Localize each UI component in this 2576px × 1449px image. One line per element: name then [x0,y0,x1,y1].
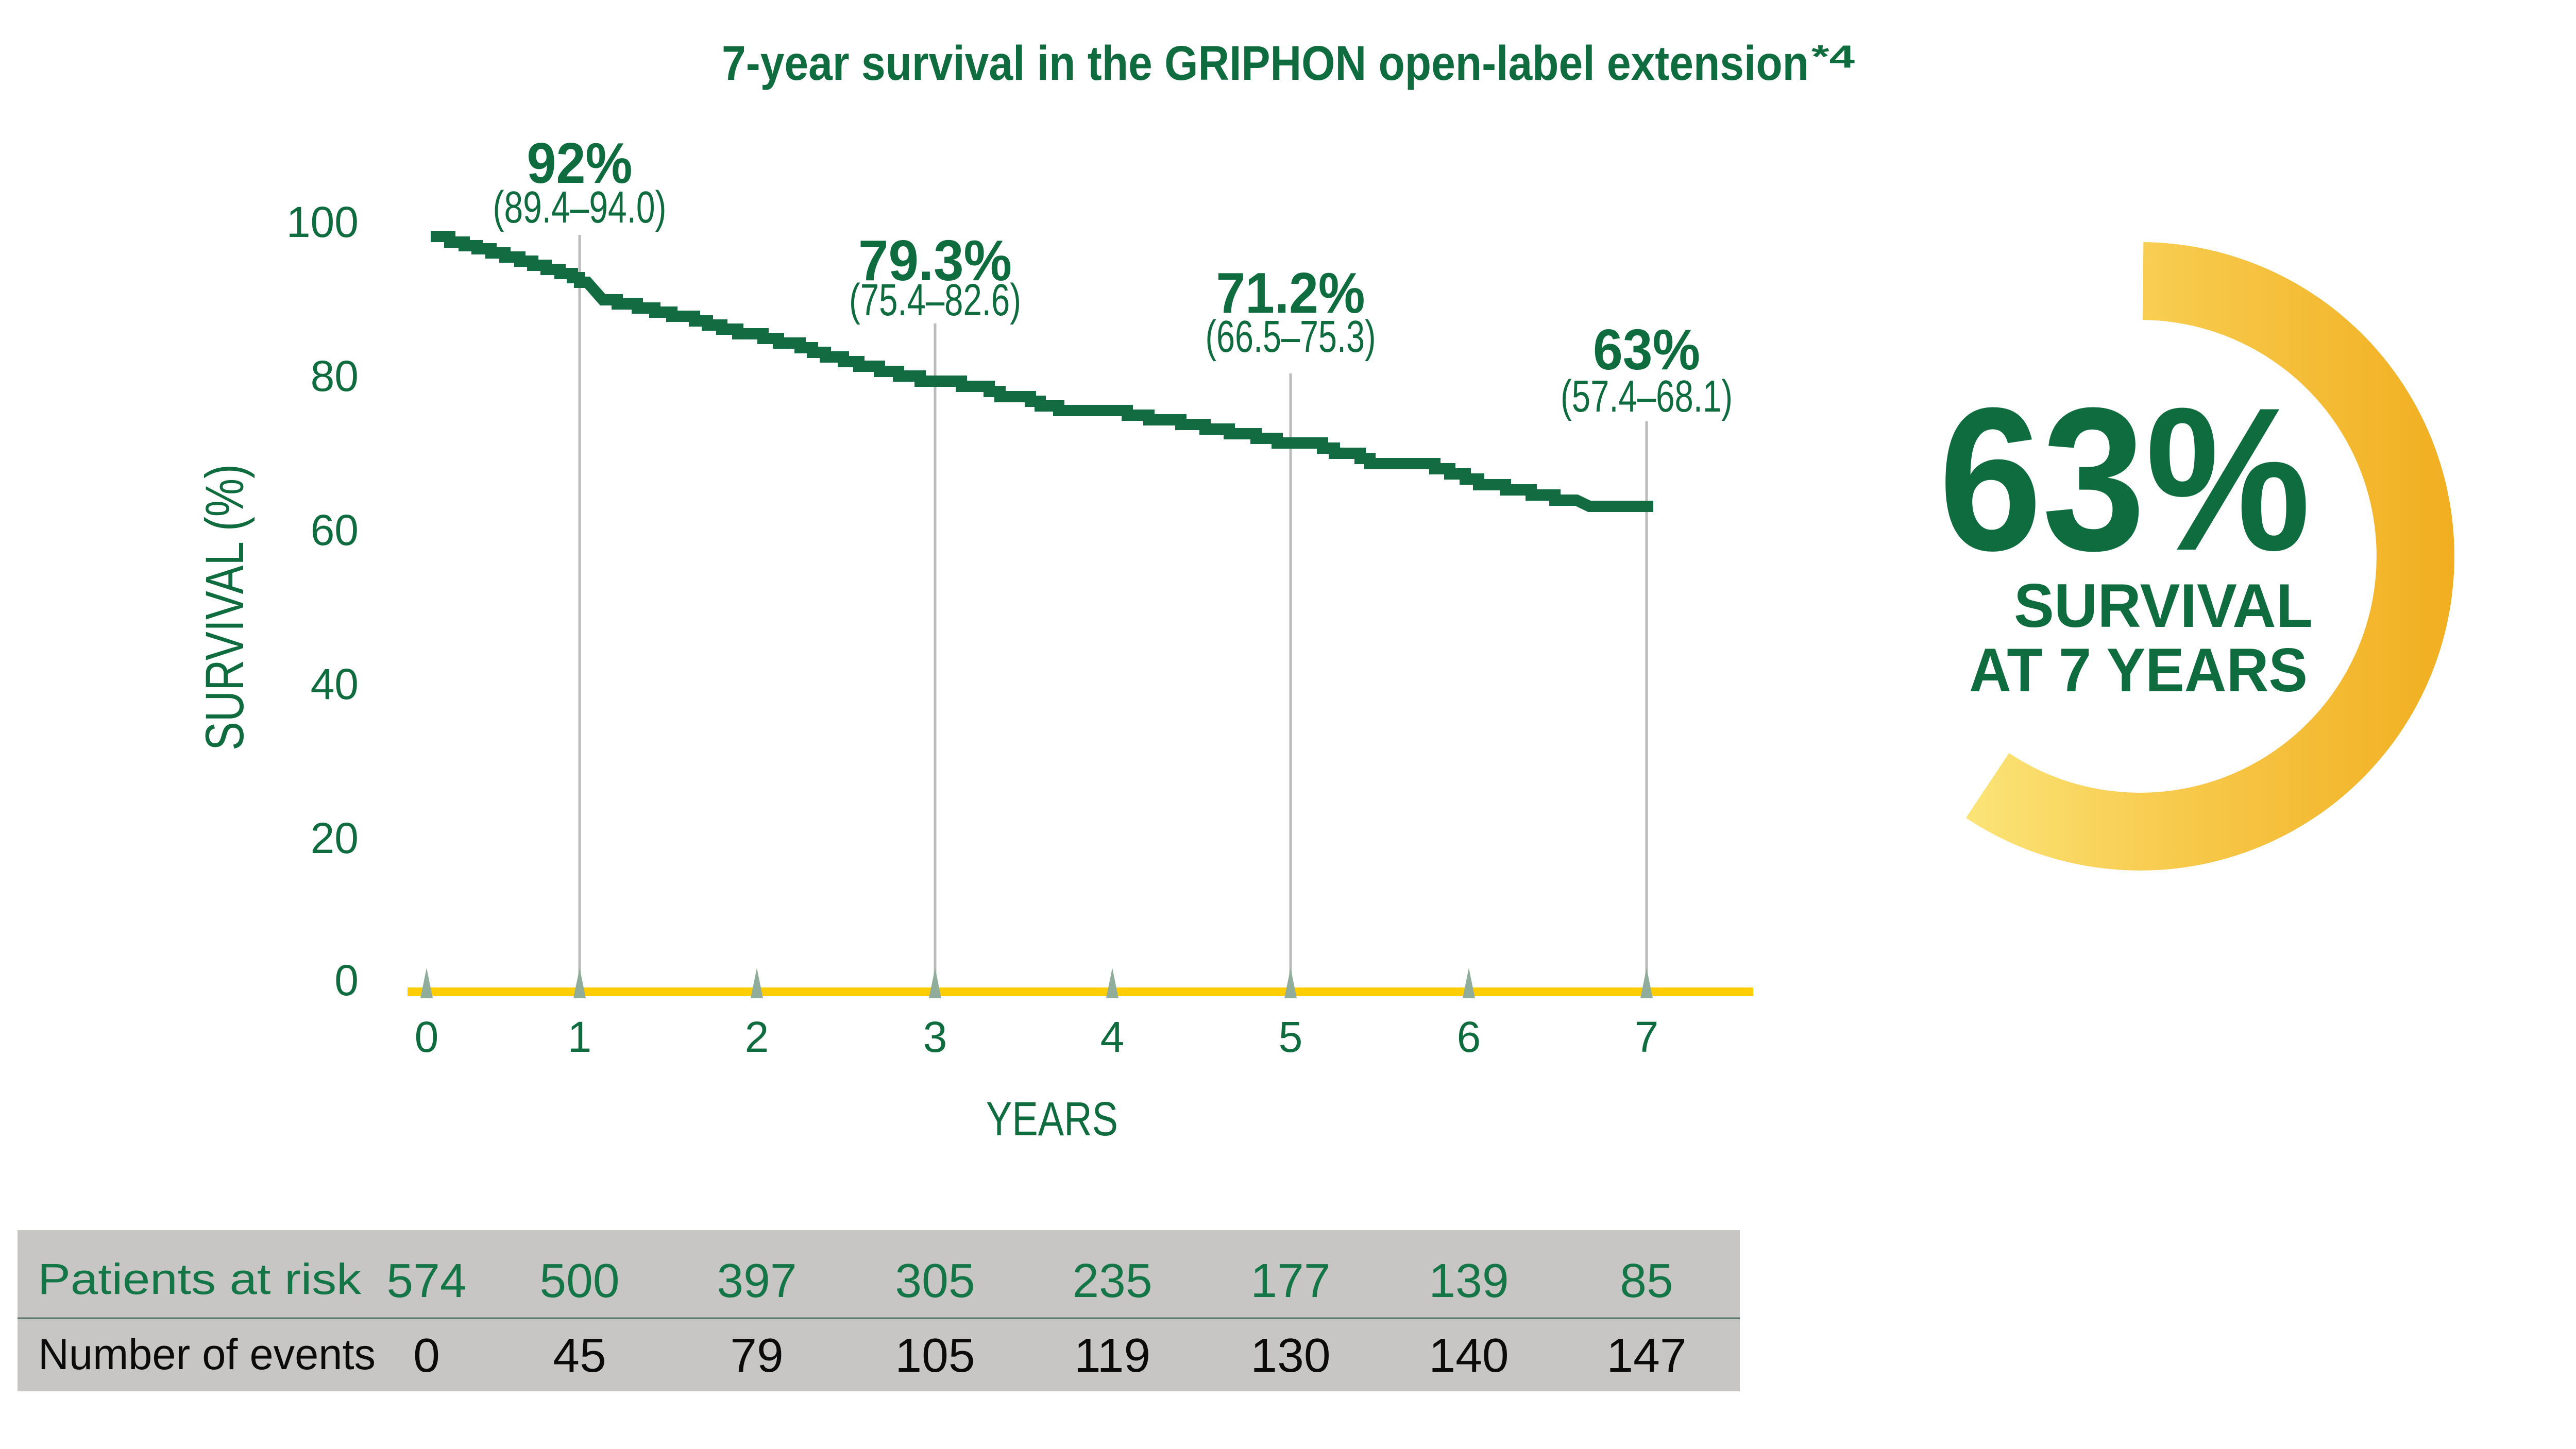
svg-text:(75.4–82.6): (75.4–82.6) [849,275,1021,325]
svg-text:(89.4–94.0): (89.4–94.0) [493,182,667,232]
svg-text:YEARS: YEARS [986,1092,1118,1146]
svg-text:(57.4–68.1): (57.4–68.1) [1561,371,1733,421]
svg-text:0: 0 [413,1328,440,1382]
svg-text:500: 500 [539,1254,619,1307]
svg-text:3: 3 [923,1013,947,1061]
svg-text:SURVIVAL: SURVIVAL [2014,571,2313,640]
svg-text:71.2%: 71.2% [1216,261,1365,325]
svg-text:4: 4 [1100,1013,1125,1061]
svg-text:Number of events: Number of events [38,1330,376,1378]
svg-text:305: 305 [895,1254,975,1307]
svg-text:AT 7 YEARS: AT 7 YEARS [1969,636,2308,705]
svg-text:60: 60 [311,506,359,554]
svg-text:0: 0 [334,956,359,1004]
svg-text:7-year survival in the GRIPHON: 7-year survival in the GRIPHON open-labe… [722,36,1809,91]
svg-text:140: 140 [1429,1328,1509,1382]
svg-text:80: 80 [311,352,359,400]
svg-text:119: 119 [1074,1328,1150,1382]
svg-text:0: 0 [415,1013,439,1061]
svg-text:SURVIVAL (%): SURVIVAL (%) [195,464,255,751]
svg-text:574: 574 [386,1254,466,1307]
svg-text:1: 1 [568,1013,592,1061]
svg-text:85: 85 [1620,1254,1673,1307]
svg-text:105: 105 [895,1328,975,1382]
svg-text:92%: 92% [527,131,633,195]
svg-text:79: 79 [730,1328,783,1382]
svg-text:Patients at risk: Patients at risk [38,1255,362,1303]
svg-text:63%: 63% [1939,365,2311,593]
svg-text:45: 45 [553,1328,606,1382]
svg-text:79.3%: 79.3% [858,229,1012,293]
svg-text:*4: *4 [1811,39,1855,75]
svg-text:2: 2 [745,1013,769,1061]
svg-text:177: 177 [1250,1254,1330,1307]
svg-text:20: 20 [311,814,359,862]
svg-text:6: 6 [1457,1013,1481,1061]
svg-text:7: 7 [1635,1013,1659,1061]
svg-text:235: 235 [1072,1254,1152,1307]
svg-text:130: 130 [1250,1328,1330,1382]
svg-text:147: 147 [1606,1328,1686,1382]
svg-text:63%: 63% [1593,318,1700,382]
svg-text:5: 5 [1279,1013,1303,1061]
svg-text:397: 397 [717,1254,796,1307]
svg-text:139: 139 [1429,1254,1509,1307]
svg-text:(66.5–75.3): (66.5–75.3) [1206,312,1376,362]
svg-text:40: 40 [311,660,359,708]
svg-text:100: 100 [286,198,359,246]
